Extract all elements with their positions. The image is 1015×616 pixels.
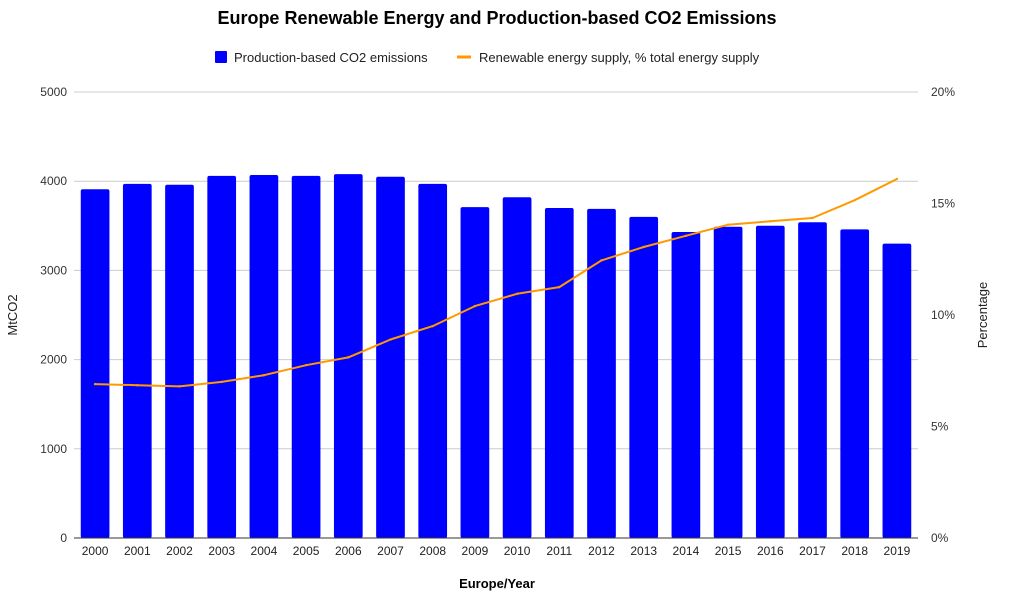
x-tick-label: 2003 [208,544,235,558]
bar [249,174,279,538]
line-point [600,259,603,262]
x-tick-label: 2016 [757,544,784,558]
x-tick-label: 2009 [462,544,489,558]
y-tick-label-left: 1000 [40,442,67,456]
bar [165,184,194,538]
line-point [515,292,519,296]
x-tick-label: 2013 [630,544,657,558]
bar [122,183,152,538]
x-tick-label: 2017 [799,544,826,558]
y-tick-label-right: 10% [931,308,955,322]
bar [460,207,490,538]
x-axis-title: Europe/Year [459,576,535,591]
bar [798,222,827,538]
y-tick-label-right: 15% [931,197,955,211]
x-tick-label: 2000 [82,544,109,558]
x-axis: 2000 2001 2002 2003 2004 2005 2006 2007 2008 2009… [74,537,918,558]
bar [207,175,237,538]
bar [713,226,743,538]
y-tick-label-right: 0% [931,531,949,545]
bar [418,183,448,538]
line-point [347,356,350,359]
x-tick-label: 2018 [841,544,868,558]
bar [840,229,870,539]
line-path [95,178,898,388]
y-tick-label-left: 2000 [40,353,67,367]
y-axis-right: 0% 5% 10% 15% 20% [931,85,955,545]
line-point [178,385,181,388]
bar [80,189,110,538]
line-point [262,374,266,377]
line-point [726,223,730,226]
legend-label-co2: Production-based CO2 emissions [234,50,428,65]
y-tick-label-left: 0 [60,531,67,545]
bar [333,174,363,538]
legend-label-renewable: Renewable energy supply, % total energy … [479,50,760,65]
y2-axis-title: Percentage [975,282,990,349]
line-series-renewable [93,177,899,388]
line-point [642,245,645,249]
line-point [473,304,477,308]
x-tick-label: 2008 [419,544,446,558]
bar [544,207,574,538]
bar [629,216,659,538]
y-axis-title: MtCO2 [5,294,20,335]
line-point [220,380,223,384]
x-tick-label: 2011 [546,544,572,558]
bar [376,176,405,539]
line-point [895,177,899,181]
y-tick-label-left: 3000 [40,263,67,277]
y-tick-label-right: 5% [931,420,949,434]
x-tick-label: 2019 [884,544,911,558]
line-point [769,220,772,223]
chart-title: Europe Renewable Energy and Production-b… [217,8,776,28]
x-tick-label: 2002 [166,544,193,558]
y-tick-label-left: 5000 [40,85,67,99]
line-point [136,384,139,387]
bar [755,225,785,539]
x-tick-label: 2005 [293,544,320,558]
line-point [431,324,434,328]
line-point [558,285,561,289]
legend-swatch-co2 [215,51,227,63]
x-tick-label: 2004 [251,544,278,558]
x-tick-label: 2006 [335,544,362,558]
line-point [389,338,392,341]
x-tick-label: 2012 [588,544,615,558]
bar [882,243,912,538]
bar [502,197,532,539]
line-point [684,234,688,238]
gridlines [74,91,918,450]
x-tick-label: 2010 [504,544,531,558]
y-tick-label-right: 20% [931,85,955,99]
x-tick-label: 2007 [377,544,404,558]
x-tick-label: 2015 [715,544,742,558]
bar [291,175,321,538]
bar [671,232,701,538]
x-tick-label: 2001 [124,544,151,558]
y-tick-label-left: 4000 [40,174,67,188]
y-axis-left: 0 1000 2000 3000 4000 5000 [40,85,67,545]
legend: Production-based CO2 emissions Renewable… [215,50,760,65]
line-point [304,363,308,367]
line-point [93,382,97,386]
x-tick-label: 2014 [673,544,700,558]
line-point [811,216,814,220]
bar [587,208,616,539]
line-point [853,198,856,202]
bar-series-co2 [80,174,912,539]
